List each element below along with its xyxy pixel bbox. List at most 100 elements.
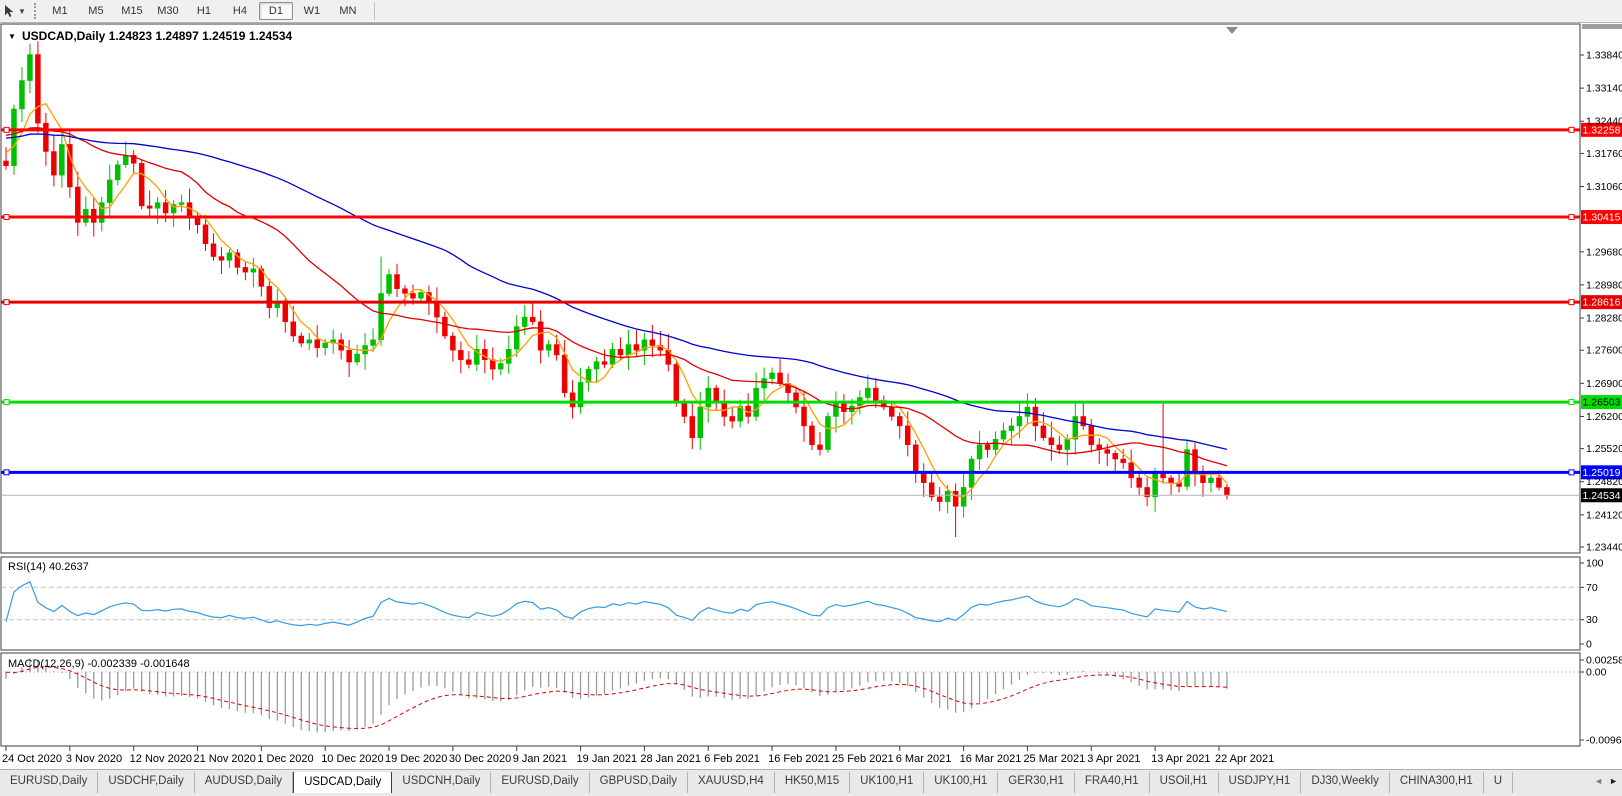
- svg-text:1.24820: 1.24820: [1586, 476, 1622, 488]
- tab-scroll-arrows: ◄ ►: [1590, 770, 1622, 792]
- svg-text:24 Oct 2020: 24 Oct 2020: [2, 753, 62, 765]
- price-axis[interactable]: 1.33840 1.33140 1.32440 1.31760 1.31060 1.296…: [1580, 50, 1622, 554]
- timeframe-button-m30[interactable]: M30: [157, 5, 179, 17]
- svg-text:1.29680: 1.29680: [1586, 246, 1622, 258]
- chart-tab-u[interactable]: U: [1484, 772, 1514, 793]
- svg-text:6 Mar 2021: 6 Mar 2021: [896, 753, 952, 765]
- chart-tab-hk50-m15[interactable]: HK50,M15: [775, 772, 851, 793]
- chart-tab-uk100-h1[interactable]: UK100,H1: [850, 772, 925, 793]
- chart-tab-xauusd-h4[interactable]: XAUUSD,H4: [688, 772, 775, 793]
- timeframe-button-d1[interactable]: D1: [258, 2, 293, 20]
- hline-1.28616[interactable]: 1.28616: [1, 295, 1622, 310]
- svg-text:1.31060: 1.31060: [1586, 181, 1622, 193]
- timeframe-button-h4[interactable]: H4: [232, 5, 247, 17]
- chart-tab-ger30-h1[interactable]: GER30,H1: [998, 772, 1075, 793]
- svg-text:3 Apr 2021: 3 Apr 2021: [1087, 753, 1140, 765]
- dropdown-caret-icon[interactable]: ▼: [18, 6, 26, 16]
- chart-canvas[interactable]: 1.32258 1.30415 1.28616 1.26503 1.25019 1.245…: [0, 22, 1622, 769]
- svg-text:1.33140: 1.33140: [1586, 83, 1622, 95]
- svg-text:19 Jan 2021: 19 Jan 2021: [577, 753, 638, 765]
- chart-tab-usdcnh-daily[interactable]: USDCNH,Daily: [392, 772, 492, 793]
- chart-tab-dj30-weekly[interactable]: DJ30,Weekly: [1301, 772, 1390, 793]
- price-badge: [1581, 295, 1622, 310]
- timeframe-button-mn[interactable]: MN: [339, 5, 357, 17]
- toolbar-separator: [373, 2, 375, 20]
- chart-tab-eurusd-daily[interactable]: EURUSD,Daily: [0, 772, 99, 793]
- svg-text:1.32440: 1.32440: [1586, 116, 1622, 128]
- rsi-panel: [1, 580, 1580, 627]
- timeframe-button-m1[interactable]: M1: [52, 5, 68, 17]
- candlestick-series: [3, 41, 1230, 538]
- panel-borders: [0, 23, 1581, 747]
- chart-shift-icon[interactable]: [1226, 27, 1238, 34]
- chart-tab-usdchf-daily[interactable]: USDCHF,Daily: [98, 772, 195, 793]
- svg-text:70: 70: [1586, 582, 1598, 594]
- svg-text:25 Mar 2021: 25 Mar 2021: [1023, 753, 1085, 765]
- toolbar-grip[interactable]: [33, 3, 36, 19]
- timeframe-button-w1[interactable]: W1: [303, 5, 321, 17]
- ma-fast-line: [5, 102, 1228, 498]
- tab-scroll-right-icon[interactable]: ►: [1609, 776, 1618, 786]
- hline-1.25019[interactable]: 1.25019: [1, 465, 1622, 480]
- svg-text:21 Nov 2020: 21 Nov 2020: [194, 753, 256, 765]
- hline-1.26503[interactable]: 1.26503: [1, 395, 1622, 410]
- svg-text:1.28280: 1.28280: [1586, 313, 1622, 325]
- svg-text:1.27600: 1.27600: [1586, 345, 1622, 357]
- macd-signal-line: [5, 666, 1227, 730]
- rsi-label: RSI(14) 40.2637: [8, 561, 89, 573]
- svg-text:1.23440: 1.23440: [1586, 542, 1622, 554]
- hline-1.30415[interactable]: 1.30415: [1, 210, 1622, 225]
- price-badge: [1581, 122, 1622, 137]
- pointer-icon: [5, 5, 14, 17]
- svg-text:9 Jan 2021: 9 Jan 2021: [513, 753, 567, 765]
- price-badge: [1581, 465, 1622, 480]
- chart-tab-uk100-h1[interactable]: UK100,H1: [924, 772, 999, 793]
- timeframe-button-m5[interactable]: M5: [88, 5, 104, 17]
- svg-text:-0.009687: -0.009687: [1586, 734, 1622, 746]
- rsi-axis[interactable]: 100 70 30 0: [1580, 558, 1604, 651]
- macd-panel-splitter[interactable]: [0, 650, 1580, 653]
- svg-text:1.25520: 1.25520: [1586, 443, 1622, 455]
- svg-text:12 Nov 2020: 12 Nov 2020: [130, 753, 192, 765]
- price-badge: [1581, 395, 1622, 410]
- bid-price-line: 1.24534: [1, 488, 1622, 503]
- svg-text:22 Apr 2021: 22 Apr 2021: [1215, 753, 1274, 765]
- tab-scroll-left-icon[interactable]: ◄: [1594, 776, 1604, 786]
- chart-tab-usoil-h1[interactable]: USOil,H1: [1150, 772, 1219, 793]
- hline-1.32258[interactable]: 1.32258: [1, 122, 1622, 137]
- scale-drag-bar[interactable]: [1582, 24, 1622, 29]
- svg-text:1.26900: 1.26900: [1586, 378, 1622, 390]
- svg-text:13 Apr 2021: 13 Apr 2021: [1151, 753, 1210, 765]
- svg-text:1 Dec 2020: 1 Dec 2020: [257, 753, 313, 765]
- chart-tab-fra40-h1[interactable]: FRA40,H1: [1075, 772, 1150, 793]
- chart-tab-audusd-daily[interactable]: AUDUSD,Daily: [195, 772, 294, 793]
- ma-slow-line: [5, 133, 1228, 451]
- timeframe-button-m15[interactable]: M15: [121, 5, 143, 17]
- svg-text:10 Dec 2020: 10 Dec 2020: [321, 753, 383, 765]
- chart-tab-eurusd-daily[interactable]: EURUSD,Daily: [491, 772, 590, 793]
- svg-text:30: 30: [1586, 614, 1598, 626]
- toolbar: ▼ M1 M5 M15 M30 H1 H4 D1 W1 MN: [0, 0, 1622, 23]
- svg-text:19 Dec 2020: 19 Dec 2020: [385, 753, 447, 765]
- rsi-line: [5, 580, 1228, 627]
- cursor-tool-icon[interactable]: ▼: [0, 1, 32, 21]
- chart-tab-usdcad-daily[interactable]: USDCAD,Daily: [293, 772, 393, 793]
- timeframe-button-h1[interactable]: H1: [196, 5, 211, 17]
- svg-text:100: 100: [1586, 558, 1604, 570]
- svg-text:6 Feb 2021: 6 Feb 2021: [704, 753, 760, 765]
- svg-text:1.28980: 1.28980: [1586, 279, 1622, 291]
- chart-tab-usdjpy-h1[interactable]: USDJPY,H1: [1219, 772, 1302, 793]
- svg-text:16 Feb 2021: 16 Feb 2021: [768, 753, 830, 765]
- rsi-panel-splitter[interactable]: [0, 554, 1580, 557]
- moving-averages: [5, 102, 1228, 498]
- svg-text:1.25019: 1.25019: [1583, 467, 1621, 479]
- svg-text:28 Jan 2021: 28 Jan 2021: [640, 753, 701, 765]
- timeframe-buttons: M1 M5 M15 M30 H1 H4 D1 W1 MN: [42, 0, 366, 22]
- svg-text:0.00258: 0.00258: [1586, 655, 1622, 667]
- chart-tab-gbpusd-daily[interactable]: GBPUSD,Daily: [590, 772, 688, 793]
- svg-text:1.26503: 1.26503: [1583, 397, 1621, 409]
- chart-collapse-icon[interactable]: ▼: [8, 32, 16, 41]
- time-axis[interactable]: 24 Oct 2020 3 Nov 2020 12 Nov 2020 21 Nov 2…: [2, 746, 1274, 765]
- chart-tab-china300-h1[interactable]: CHINA300,H1: [1390, 772, 1484, 793]
